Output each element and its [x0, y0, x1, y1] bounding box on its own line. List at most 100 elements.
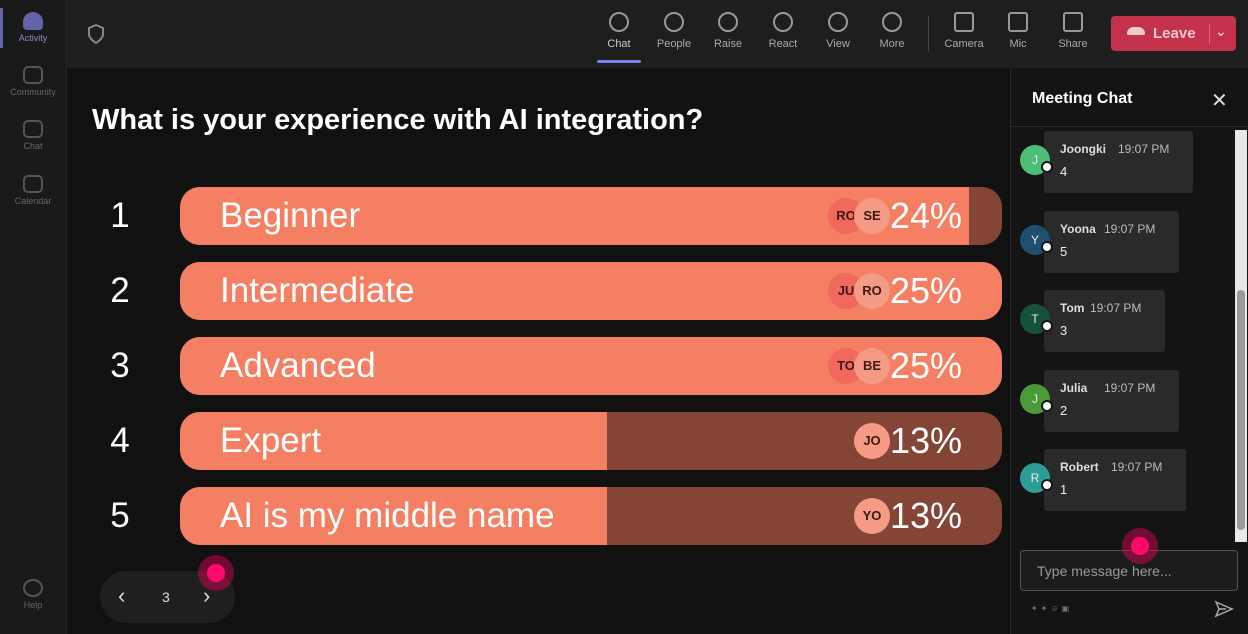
sidebar-item[interactable]: Calendar [0, 175, 66, 206]
voter-avatar: SE [854, 198, 890, 234]
option-percent: 24% [889, 195, 962, 236]
prev-button[interactable]: ‹ [118, 583, 126, 608]
leave-icon [1127, 27, 1145, 35]
sidebar-icon [23, 12, 43, 30]
sender-name: Robert [1060, 460, 1099, 474]
toolbar-button[interactable]: View [811, 10, 865, 50]
poll-option[interactable]: Intermediate 25% JU RO [180, 262, 1002, 320]
message-text: 5 [1060, 243, 1068, 259]
help-label: Help [23, 600, 43, 610]
chat-message: Robert 19:07 PM 1 [1044, 449, 1186, 511]
chat-message: Joongki 19:07 PM 4 [1044, 131, 1193, 193]
message-input[interactable]: Type message here... [1020, 550, 1238, 591]
active-tab-underline [597, 60, 641, 63]
toolbar-label: Share [1058, 38, 1088, 50]
send-button[interactable] [1214, 600, 1234, 618]
poll-option[interactable]: Beginner 24% RO SE [180, 187, 1002, 245]
toolbar-icon [954, 12, 974, 32]
format-icons[interactable]: ✦✦☺▣ [1031, 604, 1073, 613]
sidebar-item[interactable]: Community [0, 66, 66, 97]
leave-label: Leave [1153, 25, 1196, 42]
option-label: Intermediate [220, 271, 415, 310]
help-item[interactable]: Help [0, 579, 66, 610]
sidebar-item[interactable]: Activity [0, 12, 66, 43]
poll-option[interactable]: Expert 13% JO [180, 412, 1002, 470]
poll-option[interactable]: AI is my middle name 13% YO [180, 487, 1002, 545]
toolbar-button[interactable]: Chat [592, 10, 646, 50]
pointer-indicator [198, 555, 234, 591]
sidebar: Activity Community Chat Calendar Help [0, 0, 67, 634]
option-label: Expert [220, 421, 322, 460]
message-time: 19:07 PM [1090, 301, 1142, 315]
toolbar-icon [1063, 12, 1083, 32]
toolbar-label: More [879, 38, 905, 50]
toolbar-label: Camera [944, 38, 984, 50]
sender-avatar: R [1020, 463, 1053, 493]
toolbar-label: People [656, 38, 692, 50]
result-bar [180, 412, 608, 470]
toolbar-icon [1008, 12, 1028, 32]
message-text: 1 [1060, 482, 1068, 497]
toolbar-button[interactable]: React [756, 10, 810, 50]
message-time: 19:07 PM [1104, 380, 1156, 395]
voter-avatar: JO [854, 423, 890, 459]
toolbar-icon [882, 12, 902, 32]
toolbar-icon [828, 12, 848, 32]
option-percent: 25% [889, 270, 962, 311]
toolbar-button[interactable]: Share [1046, 10, 1100, 50]
help-icon [23, 579, 43, 597]
voter-avatar: BE [854, 348, 890, 384]
shield-icon [88, 24, 104, 44]
voter-avatar: YO [854, 498, 890, 534]
toolbar-button[interactable]: People [647, 10, 701, 50]
sender-name: Tom [1060, 301, 1085, 315]
option-percent: 25% [889, 345, 962, 386]
sidebar-item[interactable]: Chat [0, 120, 66, 151]
message-text: 2 [1060, 402, 1068, 418]
result-bar [180, 487, 608, 545]
message-time: 19:07 PM [1104, 221, 1156, 236]
toolbar: Chat People Raise React View More Camera Mic Sha… [67, 0, 1248, 68]
toolbar-label: React [768, 38, 798, 50]
leave-button[interactable]: Leave ⌄ [1111, 16, 1236, 51]
option-label: AI is my middle name [220, 496, 555, 535]
toolbar-icon [773, 12, 793, 32]
toolbar-label: Mic [1009, 38, 1027, 50]
toolbar-button[interactable]: Mic [991, 10, 1045, 50]
toolbar-button[interactable]: Raise [701, 10, 755, 50]
sidebar-icon [23, 66, 43, 84]
poll-question: What is your experience with AI integrat… [92, 104, 704, 136]
option-number: 3 [110, 346, 130, 385]
message-text: 4 [1060, 164, 1068, 179]
leave-chevron: ⌄ [1215, 23, 1227, 39]
sender-avatar: J [1020, 383, 1053, 414]
sender-name: Yoona [1060, 221, 1096, 236]
toolbar-label: View [826, 38, 850, 50]
sidebar-icon [23, 175, 43, 193]
close-button[interactable]: ✕ [1211, 90, 1228, 112]
toolbar-button[interactable]: Camera [937, 10, 991, 50]
option-percent: 13% [889, 495, 962, 536]
toolbar-icon [718, 12, 738, 32]
toolbar-icon [609, 12, 629, 32]
leave-dropdown [1209, 24, 1210, 44]
option-label: Advanced [220, 346, 376, 385]
option-number: 1 [110, 196, 130, 235]
option-number: 2 [110, 271, 130, 310]
scrollbar[interactable] [1235, 130, 1247, 542]
option-number: 5 [110, 496, 130, 535]
chat-title: Meeting Chat [1032, 90, 1133, 107]
poll-option[interactable]: Advanced 25% TO BE [180, 337, 1002, 395]
message-text: 3 [1060, 323, 1068, 338]
sidebar-label: Calendar [14, 196, 52, 206]
toolbar-button[interactable]: More [865, 10, 919, 50]
voter-avatar: RO [854, 273, 890, 309]
next-button[interactable]: › [203, 583, 211, 608]
sender-name: Joongki [1060, 142, 1107, 156]
pointer-indicator [1122, 528, 1158, 564]
option-label: Beginner [220, 196, 361, 235]
scrollbar-thumb[interactable] [1237, 290, 1245, 530]
chat-panel: ✕ ✦✦☺▣ Meeting Chat Joongki 19:07 PM 4 J Yoon… [1010, 68, 1248, 634]
option-number: 4 [110, 421, 130, 460]
